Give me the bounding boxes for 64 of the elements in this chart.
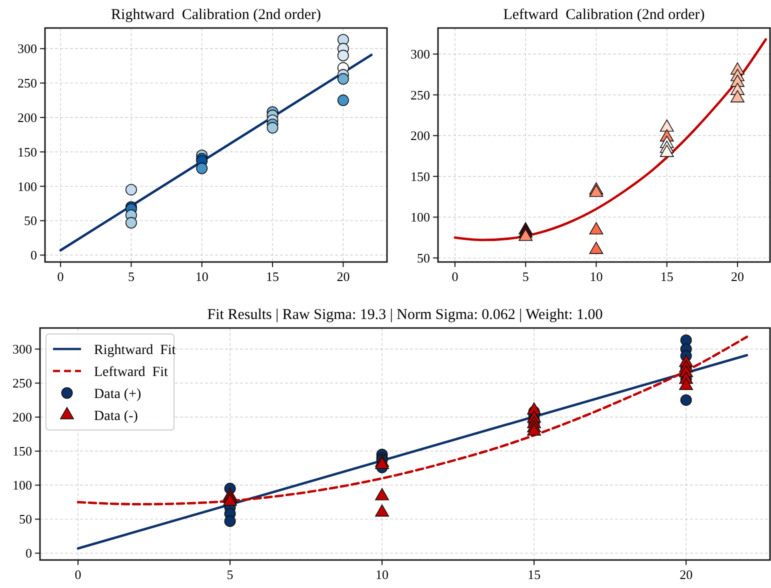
- x-tick-label: 0: [452, 269, 458, 284]
- point: [518, 228, 533, 241]
- y-tick-label: 250: [18, 76, 37, 91]
- point: [679, 378, 694, 390]
- point: [125, 217, 137, 229]
- y-tick-label: 50: [19, 512, 32, 527]
- y-tick-label: 250: [12, 376, 32, 391]
- y-tick-label: 250: [410, 87, 430, 102]
- x-tick-label: 5: [128, 269, 134, 284]
- point: [589, 242, 604, 254]
- point: [589, 184, 604, 197]
- y-tick-label: 150: [410, 168, 430, 184]
- point: [730, 90, 744, 102]
- x-tick-label: 15: [528, 567, 541, 582]
- y-tick-label: 50: [417, 250, 430, 266]
- y-tick-label: 100: [18, 178, 37, 194]
- line-series: [454, 38, 767, 242]
- point: [660, 119, 674, 132]
- chart-title: Fit Results | Raw Sigma: 19.3 | Norm Sigma: 0.062 | Weight: 1.00: [207, 307, 603, 323]
- point: [224, 515, 236, 527]
- chart-title: Rightward Calibration (2nd order): [111, 7, 321, 23]
- x-tick-label: 5: [226, 567, 234, 582]
- y-tick-label: 300: [18, 41, 37, 56]
- x-tick-label: 20: [731, 269, 744, 284]
- point: [375, 504, 390, 517]
- point: [375, 488, 390, 500]
- point: [589, 222, 604, 234]
- x-tick-label: 20: [680, 567, 693, 582]
- point: [266, 122, 278, 134]
- point: [337, 94, 349, 106]
- y-tick-label: 300: [410, 46, 430, 62]
- y-tick-label: 100: [12, 478, 32, 493]
- y-tick-label: 100: [410, 210, 430, 225]
- point: [196, 162, 208, 174]
- x-tick-label: 10: [590, 269, 603, 284]
- point: [660, 144, 674, 157]
- x-tick-label: 5: [522, 269, 529, 284]
- y-tick-label: 50: [24, 213, 37, 228]
- x-tick-label: 10: [376, 567, 389, 582]
- y-tick-label: 150: [18, 144, 37, 160]
- y-tick-label: 300: [12, 342, 32, 357]
- y-tick-label: 0: [30, 248, 37, 263]
- y-tick-label: 200: [18, 110, 37, 125]
- x-tick-label: 10: [195, 269, 208, 284]
- y-tick-label: 0: [26, 546, 32, 561]
- x-tick-label: 20: [336, 269, 350, 284]
- point: [527, 423, 542, 436]
- x-tick-label: 0: [74, 567, 82, 582]
- point: [125, 184, 137, 196]
- y-tick-label: 200: [410, 128, 430, 144]
- x-tick-label: 0: [57, 269, 64, 284]
- line-series: [76, 336, 748, 506]
- legend-label: Data (-): [94, 409, 138, 424]
- point: [337, 73, 349, 85]
- chart-title: Leftward Calibration (2nd order): [503, 7, 705, 23]
- y-tick-label: 200: [12, 410, 32, 425]
- point: [223, 493, 238, 506]
- legend-label: Leftward Fit: [94, 365, 168, 380]
- point: [337, 50, 349, 62]
- x-tick-label: 15: [660, 269, 674, 284]
- legend-label: Data (+): [94, 387, 142, 402]
- y-tick-label: 150: [12, 444, 32, 459]
- x-tick-label: 15: [266, 269, 280, 284]
- legend-label: Rightward Fit: [94, 343, 176, 358]
